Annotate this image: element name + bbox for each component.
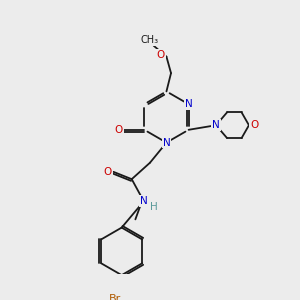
Text: O: O <box>115 125 123 135</box>
Text: N: N <box>140 196 148 206</box>
Text: Br: Br <box>109 294 122 300</box>
Text: O: O <box>157 50 165 60</box>
Text: N: N <box>185 99 193 109</box>
Text: O: O <box>104 167 112 177</box>
Text: H: H <box>150 202 158 212</box>
Text: N: N <box>212 120 220 130</box>
Text: N: N <box>163 138 170 148</box>
Text: O: O <box>250 120 259 130</box>
Text: CH₃: CH₃ <box>141 35 159 45</box>
